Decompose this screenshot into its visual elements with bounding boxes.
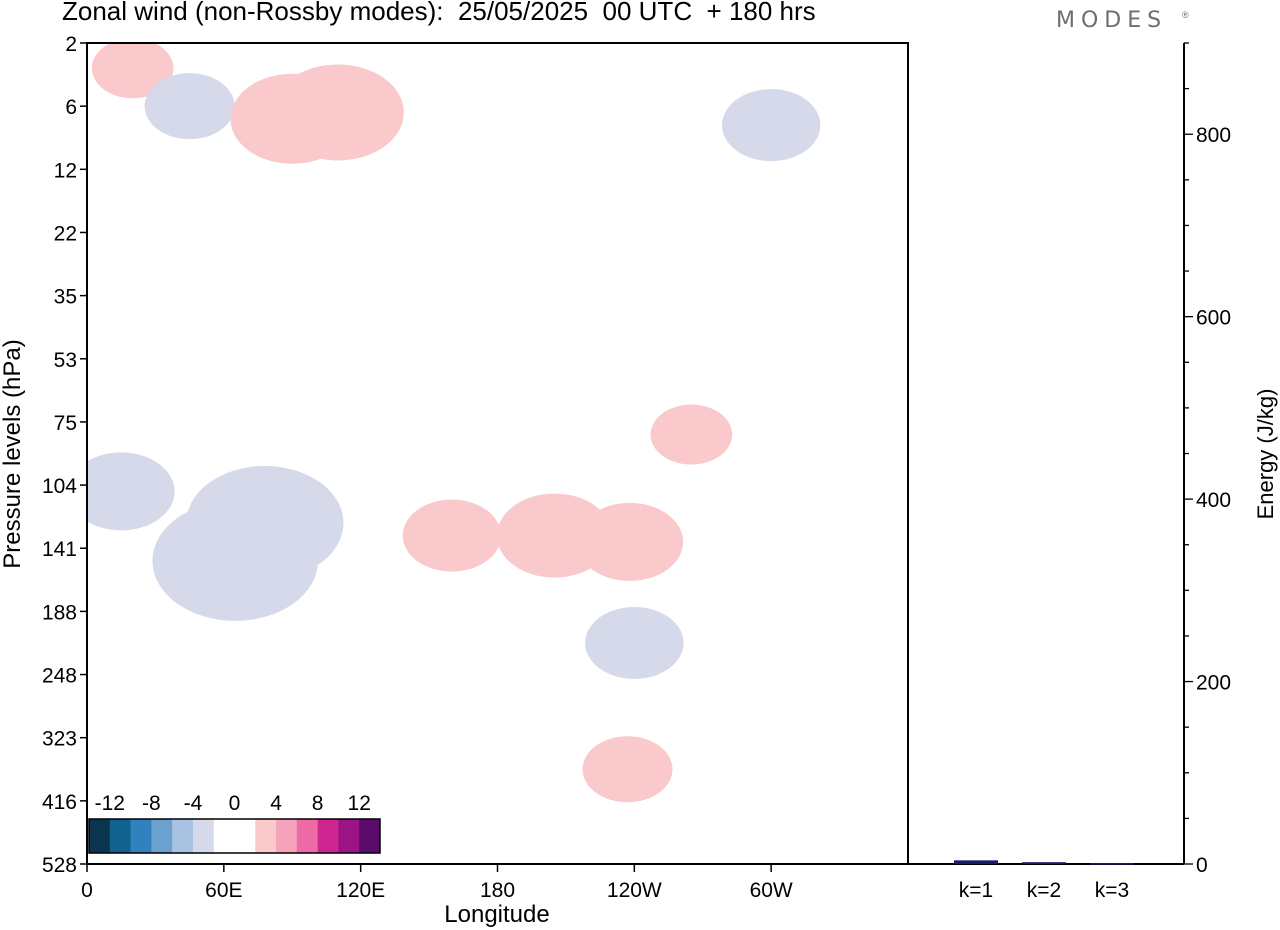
energy-bar: [1022, 862, 1066, 864]
contour-band: [91, 43, 174, 99]
heatmap-feature: [582, 736, 673, 803]
colorbar-swatch: [255, 819, 277, 853]
heatmap-feature: [144, 73, 235, 140]
energy-tick-label: 400: [1196, 489, 1231, 512]
heatmap-field: [87, 43, 821, 803]
energy-bar: [954, 860, 998, 864]
y-tick-label: 35: [54, 286, 77, 309]
x-axis-label: Longitude: [444, 901, 549, 928]
x-tick-label: 120W: [607, 879, 662, 902]
colorbar-swatch: [276, 819, 298, 853]
y-tick-label: 141: [42, 538, 77, 561]
colorbar-swatch: [296, 819, 319, 853]
x-tick-label: 60W: [750, 879, 793, 902]
energy-category-label: k=1: [959, 879, 993, 902]
colorbar-tick-label: 0: [229, 792, 241, 815]
y-tick-label: 416: [42, 791, 77, 814]
heatmap-feature: [650, 404, 733, 465]
x-tick-label: 0: [81, 879, 93, 902]
y-tick-label: 104: [42, 475, 77, 498]
heatmap-feature: [585, 606, 684, 679]
heatmap-frame: [86, 42, 909, 865]
contour-band: [582, 736, 673, 803]
y-tick-label: 53: [54, 349, 77, 372]
x-tick-label: 120E: [336, 879, 385, 902]
heatmap-feature: [87, 452, 175, 531]
y-tick-label: 323: [42, 728, 77, 751]
contour-band: [87, 452, 175, 531]
y-tick-label: 528: [42, 854, 77, 877]
contour-band: [650, 404, 733, 465]
colorbar-tick-label: -8: [142, 792, 161, 815]
registered-mark-icon: ®: [1182, 10, 1189, 20]
contour-band: [585, 606, 684, 679]
colorbar-swatch: [89, 819, 111, 853]
heatmap-feature: [152, 500, 319, 621]
contour-band: [271, 64, 404, 161]
energy-tick-label: 0: [1196, 854, 1208, 877]
y-tick-label: 248: [42, 665, 77, 688]
colorbar-swatch: [213, 819, 235, 853]
y-tick-label: 2: [65, 33, 77, 56]
heatmap-feature: [721, 89, 821, 162]
energy-category-label: k=2: [1027, 879, 1061, 902]
energy-axis-label: Energy (J/kg): [1253, 389, 1278, 520]
energy-panel: 0 200 400 600 800 Energy (J/kg) k=1 k=2 k=3: [907, 42, 1278, 902]
heatmap-feature: [402, 499, 502, 572]
colorbar-swatch: [192, 819, 215, 853]
colorbar-swatch: [130, 819, 152, 853]
chart-title: Zonal wind (non-Rossby modes): 25/05/202…: [62, 0, 816, 26]
contour-band: [152, 500, 319, 621]
heatmap-feature: [271, 64, 404, 161]
y-tick-label: 22: [54, 222, 77, 245]
colorbar-swatch: [338, 819, 360, 853]
modes-logo: MODES: [1056, 8, 1168, 33]
colorbar-tick-label: -4: [184, 792, 203, 815]
heatmap-feature: [91, 43, 174, 99]
y-tick-label: 6: [65, 96, 77, 119]
colorbar-swatch: [359, 819, 381, 853]
contour-band: [496, 493, 613, 578]
contour-band: [721, 89, 821, 162]
colorbar-tick-label: 12: [348, 792, 371, 815]
colorbar-frame: [88, 818, 381, 854]
colorbar-swatch: [234, 819, 256, 853]
colorbar-tick-label: 8: [312, 792, 324, 815]
colorbar-legend: -12 -8 -4 0 4 8 12: [88, 792, 381, 854]
y-tick-label: 188: [42, 601, 77, 624]
energy-bar: [1090, 863, 1134, 865]
energy-tick-label: 800: [1196, 124, 1231, 147]
contour-band: [144, 73, 235, 140]
contour-band: [402, 499, 502, 572]
colorbar-swatch: [151, 819, 173, 853]
colorbar-swatch: [317, 819, 339, 853]
energy-tick-label: 600: [1196, 307, 1231, 330]
y-tick-label: 75: [54, 412, 77, 435]
energy-category-label: k=3: [1095, 879, 1129, 902]
x-tick-label: 180: [480, 879, 515, 902]
y-axis-label: Pressure levels (hPa): [0, 339, 26, 568]
colorbar-swatch: [109, 819, 132, 853]
y-tick-label: 12: [54, 159, 77, 182]
energy-tick-label: 200: [1196, 672, 1231, 695]
colorbar-tick-label: -12: [95, 792, 125, 815]
colorbar-swatch: [172, 819, 194, 853]
heatmap-feature: [496, 493, 613, 578]
colorbar-tick-label: 4: [270, 792, 282, 815]
x-tick-label: 60E: [205, 879, 242, 902]
